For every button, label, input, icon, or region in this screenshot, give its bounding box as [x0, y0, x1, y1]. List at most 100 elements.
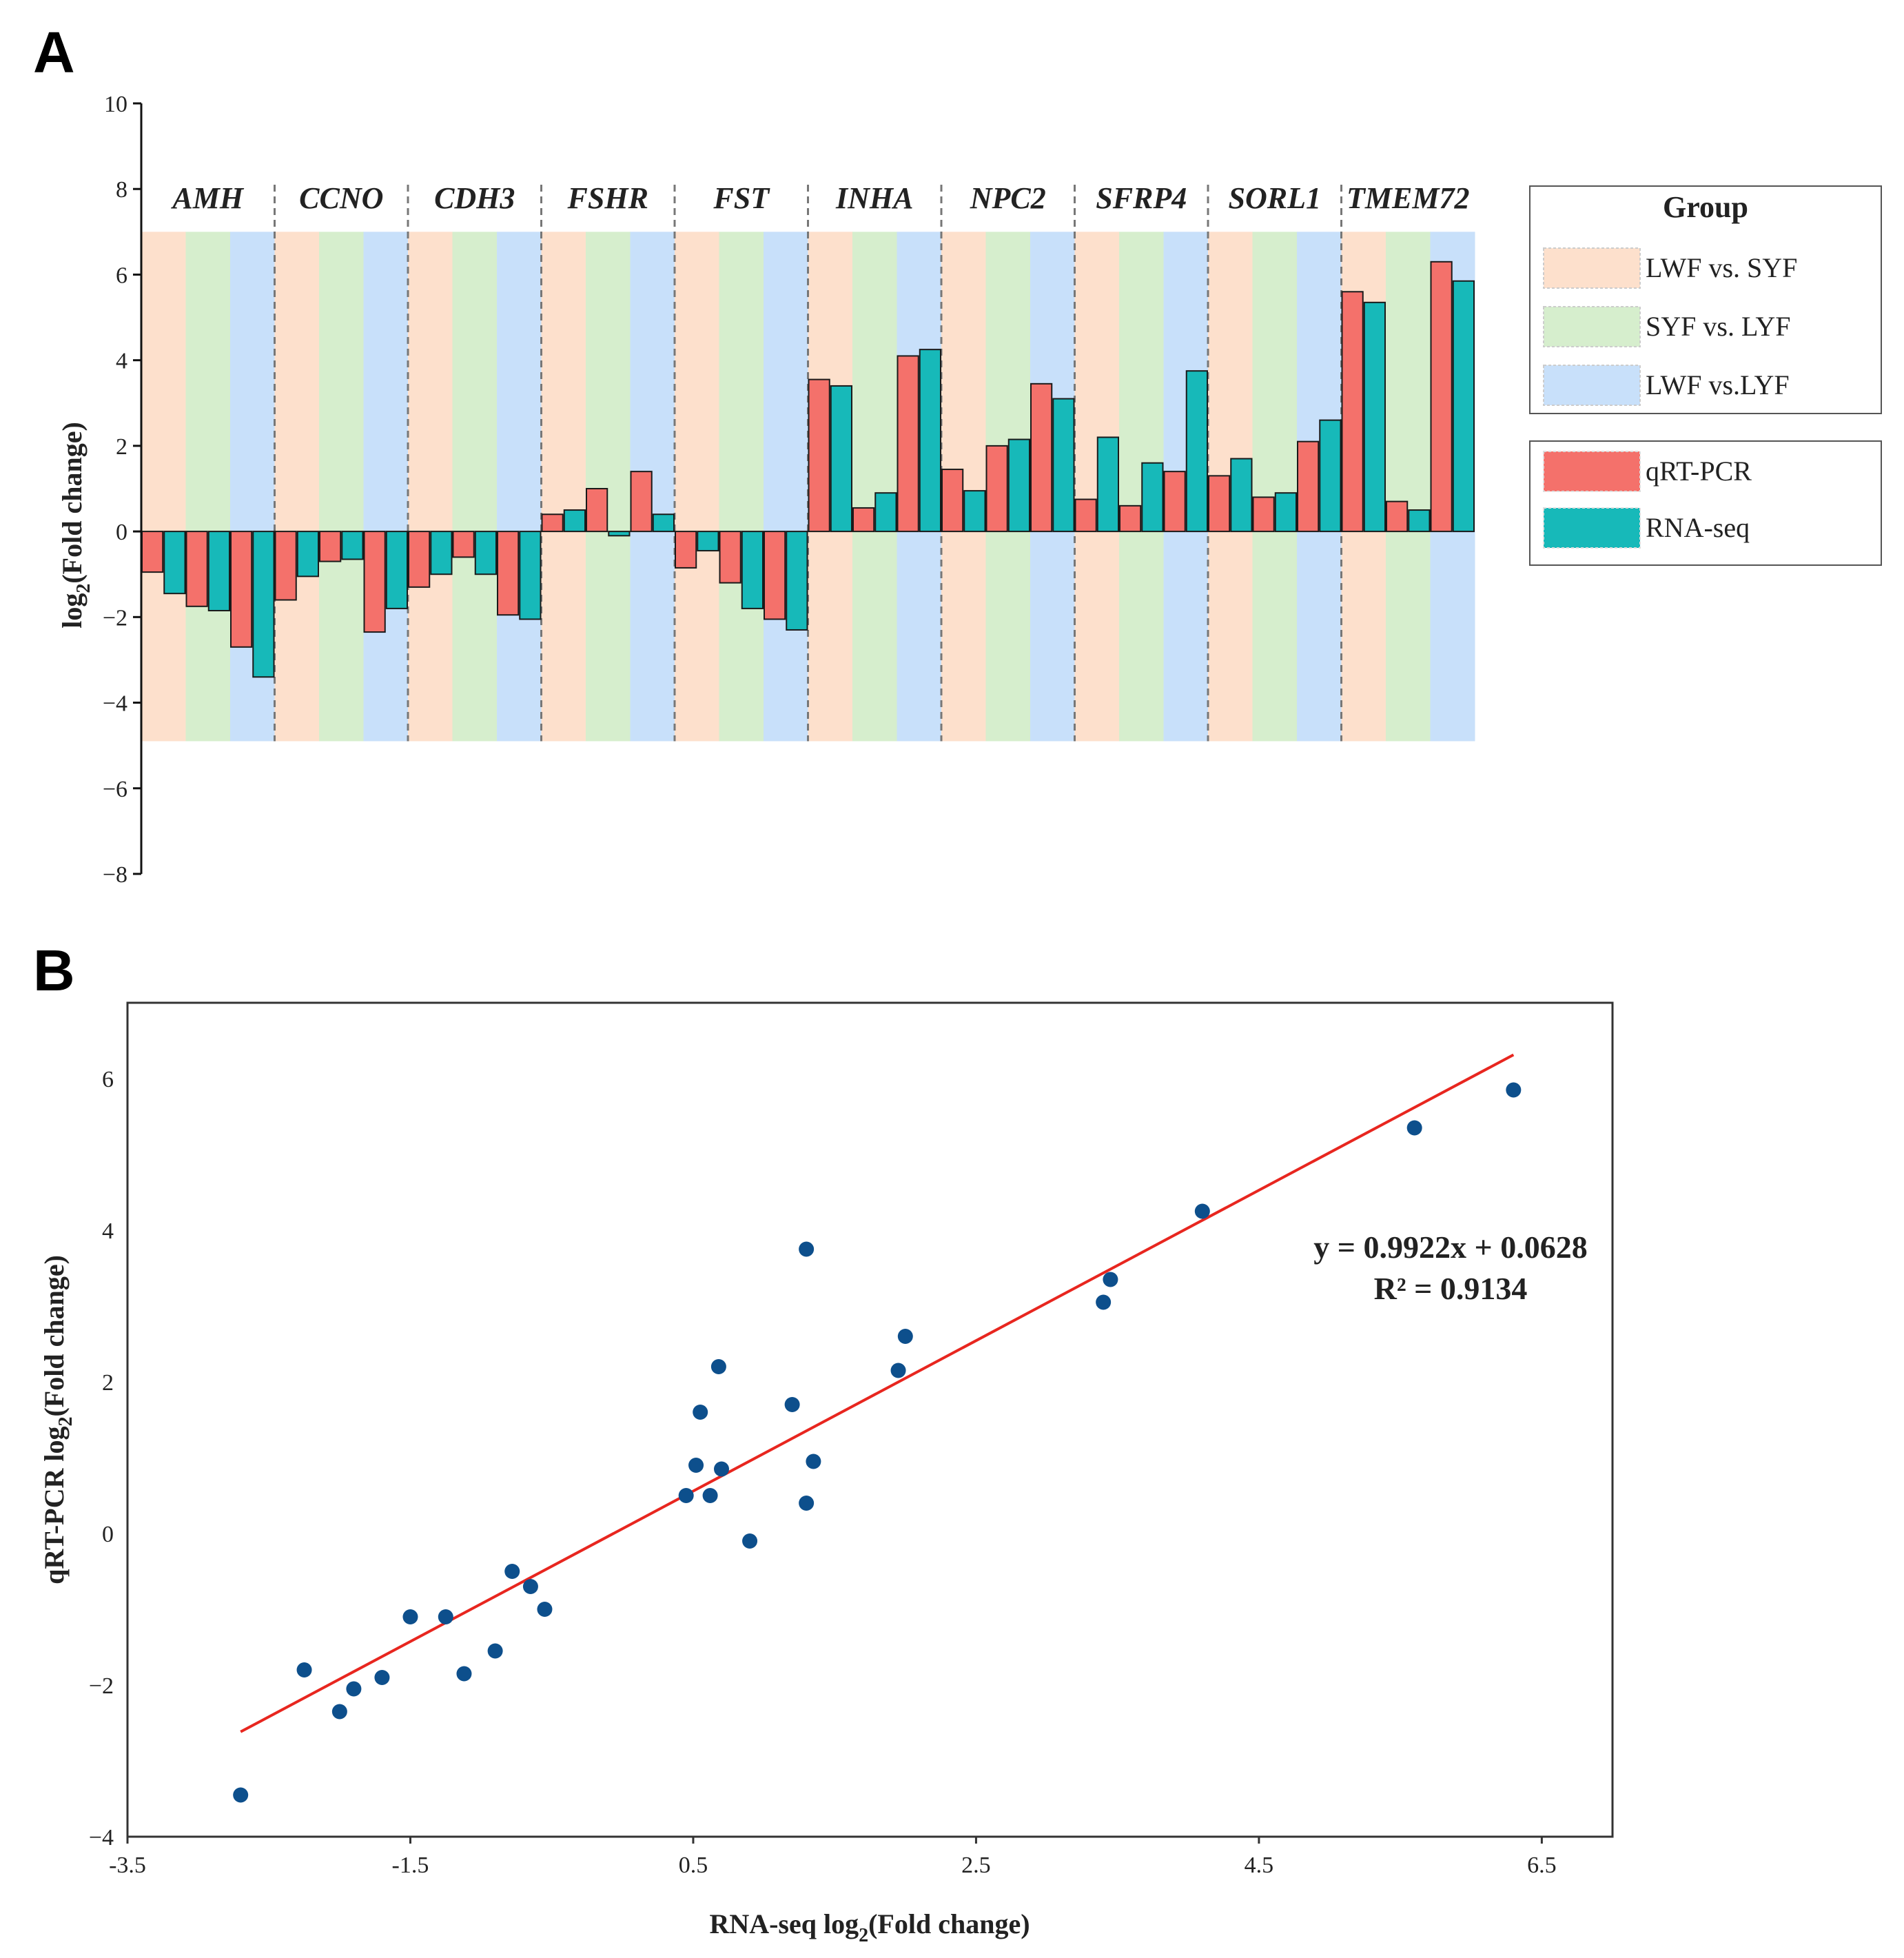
bg-cdh3-lwf-vs-lyf	[497, 232, 542, 742]
scatter-point-13	[688, 1458, 704, 1473]
bar-fst-syf-vs-lyf-rna-seq	[741, 531, 764, 609]
legend-group-title: Group	[1663, 190, 1748, 224]
panel-b-ytick-label-3: 2	[102, 1370, 114, 1396]
bar-sorl1-syf-vs-lyf-qrt-pcr	[1252, 496, 1275, 533]
legend-label-rna-seq: RNA-seq	[1646, 512, 1750, 543]
bg-amh-syf-vs-lyf	[185, 232, 231, 742]
bar-amh-lwf-vs-lyf-qrt-pcr	[230, 531, 253, 648]
scatter-point-2	[331, 1704, 347, 1720]
bar-amh-lwf-vs-lyf-rna-seq	[252, 531, 275, 678]
panel-a-ytick-label-7: 6	[116, 263, 127, 288]
panel-a-ylabel-sub: 2	[73, 584, 94, 593]
panel-b-ylabel-sub: 2	[55, 1417, 76, 1427]
bar-tmem72-syf-vs-lyf-rna-seq	[1408, 509, 1431, 533]
scatter-point-21	[799, 1496, 815, 1511]
scatter-point-6	[438, 1609, 453, 1624]
scatter-point-23	[890, 1363, 906, 1378]
panel-b-ticks: -3.5 -1.5 0.5 2.5 4.5 6.5 −4 −2 0 2 4 6	[89, 1067, 1557, 1878]
scatter-point-1	[296, 1662, 312, 1677]
regression-equation: y = 0.9922x + 0.0628	[1313, 1230, 1587, 1265]
bar-fshr-lwf-vs-syf-rna-seq	[563, 509, 586, 533]
legend-label-lwf-vs-lyf: LWF vs.LYF	[1646, 369, 1790, 400]
scatter-point-29	[1506, 1082, 1522, 1098]
bar-cdh3-syf-vs-lyf-qrt-pcr	[452, 531, 475, 558]
panel-b-ytick-label-5: 6	[102, 1067, 114, 1092]
bar-ccno-lwf-vs-lyf-rna-seq	[385, 531, 408, 609]
panel-b-plot-frame	[126, 1001, 1614, 1838]
panel-a-letter: A	[33, 20, 75, 85]
bg-sorl1-syf-vs-lyf	[1252, 232, 1298, 742]
scatter-point-14	[693, 1405, 708, 1420]
bar-cdh3-lwf-vs-syf-rna-seq	[430, 531, 453, 575]
bar-fst-syf-vs-lyf-qrt-pcr	[719, 531, 741, 584]
gene-label-npc2: NPC2	[970, 181, 1046, 215]
bar-sfrp4-lwf-vs-syf-rna-seq	[1096, 436, 1119, 533]
gene-label-inha: INHA	[835, 181, 913, 215]
scatter-point-28	[1406, 1120, 1422, 1136]
gene-label-amh: AMH	[170, 181, 244, 215]
bar-cdh3-lwf-vs-lyf-qrt-pcr	[497, 531, 520, 616]
panel-a-ylabel-main: log	[57, 593, 88, 629]
bg-ccno-lwf-vs-syf	[274, 232, 320, 742]
scatter-point-3	[346, 1681, 362, 1697]
scatter-point-27	[1194, 1203, 1210, 1219]
bar-fshr-syf-vs-lyf-rna-seq	[608, 531, 631, 537]
bg-fst-lwf-vs-lyf	[764, 232, 808, 742]
bg-fst-lwf-vs-syf	[675, 232, 719, 742]
bar-ccno-lwf-vs-lyf-qrt-pcr	[363, 531, 386, 633]
legend-method-box: qRT-PCR RNA-seq	[1529, 440, 1882, 566]
bar-npc2-lwf-vs-lyf-rna-seq	[1052, 398, 1075, 533]
bar-npc2-lwf-vs-syf-rna-seq	[963, 490, 986, 533]
bar-sorl1-lwf-vs-lyf-qrt-pcr	[1297, 440, 1320, 533]
bar-tmem72-syf-vs-lyf-qrt-pcr	[1386, 500, 1409, 533]
legend-swatch-syf-vs-lyf	[1543, 306, 1641, 347]
gene-label-sorl1: SORL1	[1229, 181, 1321, 215]
scatter-point-4	[374, 1670, 390, 1685]
panel-a-gene-labels: AMH CCNO CDH3 FSHR FST INHA NPC2 SFRP4 SORL1 TMEM…	[170, 181, 1469, 215]
legend-swatch-lwf-vs-syf	[1543, 247, 1641, 289]
bg-inha-syf-vs-lyf	[852, 232, 897, 742]
panel-b-ylabel-main: qRT-PCR log	[39, 1427, 70, 1584]
bar-fst-lwf-vs-syf-qrt-pcr	[675, 531, 697, 569]
panel-a-y-axis-title: log2(Fold change)	[57, 422, 94, 629]
scatter-point-18	[742, 1533, 758, 1549]
legend-label-lwf-vs-syf: LWF vs. SYF	[1646, 252, 1797, 283]
bg-cdh3-syf-vs-lyf	[452, 232, 498, 742]
bar-tmem72-lwf-vs-syf-rna-seq	[1363, 301, 1386, 533]
bar-sfrp4-lwf-vs-lyf-qrt-pcr	[1163, 471, 1186, 533]
panel-b-points	[233, 1082, 1522, 1803]
bg-cdh3-lwf-vs-syf	[408, 232, 453, 742]
scatter-point-25	[1096, 1294, 1112, 1310]
bar-amh-syf-vs-lyf-qrt-pcr	[185, 531, 208, 607]
bg-tmem72-syf-vs-lyf	[1386, 232, 1431, 742]
legend-label-syf-vs-lyf: SYF vs. LYF	[1646, 311, 1791, 342]
gene-label-sfrp4: SFRP4	[1096, 181, 1187, 215]
bar-inha-syf-vs-lyf-qrt-pcr	[852, 507, 875, 533]
bar-fshr-syf-vs-lyf-qrt-pcr	[586, 488, 608, 533]
panel-a-ytick-label-4: 0	[116, 520, 127, 545]
scatter-point-11	[537, 1602, 553, 1617]
scatter-point-26	[1103, 1272, 1118, 1287]
panel-b-ytick-label-0: −4	[89, 1825, 114, 1850]
panel-b-xtick-label-4: 4.5	[1245, 1853, 1274, 1878]
panel-b-xtick-label-0: -3.5	[109, 1853, 146, 1878]
bar-sorl1-lwf-vs-lyf-rna-seq	[1319, 419, 1342, 533]
bar-npc2-lwf-vs-syf-qrt-pcr	[941, 469, 964, 533]
bar-sfrp4-syf-vs-lyf-rna-seq	[1141, 462, 1164, 533]
bg-fst-syf-vs-lyf	[719, 232, 764, 742]
scatter-point-10	[522, 1579, 538, 1594]
bg-ccno-syf-vs-lyf	[319, 232, 364, 742]
bar-amh-syf-vs-lyf-rna-seq	[207, 531, 230, 612]
bar-fshr-lwf-vs-syf-qrt-pcr	[541, 513, 564, 533]
bar-sfrp4-lwf-vs-syf-qrt-pcr	[1074, 498, 1097, 533]
bar-fst-lwf-vs-lyf-qrt-pcr	[764, 531, 786, 620]
panel-b-xtick-label-3: 2.5	[961, 1853, 991, 1878]
legend-swatch-lwf-vs-lyf	[1543, 365, 1641, 406]
bg-fshr-lwf-vs-syf	[541, 232, 586, 742]
scatter-point-22	[806, 1454, 821, 1469]
scatter-point-8	[487, 1643, 503, 1659]
legend-swatch-qrt-pcr	[1543, 451, 1641, 492]
panel-a-bars	[141, 261, 1475, 678]
bar-tmem72-lwf-vs-lyf-rna-seq	[1452, 280, 1475, 533]
panel-b-x-axis-title: RNA-seq log2(Fold change)	[709, 1908, 1030, 1946]
